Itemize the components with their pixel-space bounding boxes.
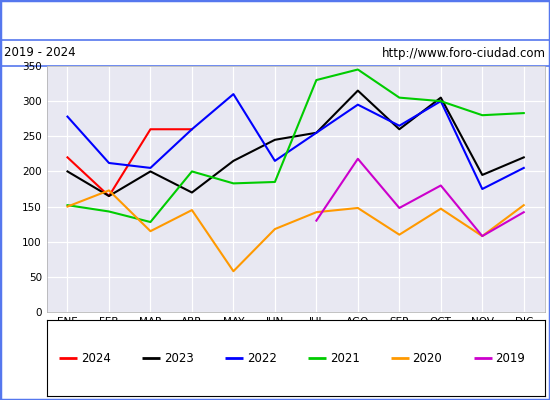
Text: Evolucion Nº Turistas Extranjeros en el municipio de Outeiro de Rei: Evolucion Nº Turistas Extranjeros en el … [43,13,507,27]
Text: 2021: 2021 [329,352,360,364]
Text: http://www.foro-ciudad.com: http://www.foro-ciudad.com [382,46,546,60]
Text: 2020: 2020 [412,352,442,364]
Text: 2022: 2022 [247,352,277,364]
Text: 2019: 2019 [496,352,525,364]
Text: 2023: 2023 [164,352,194,364]
Text: 2024: 2024 [81,352,111,364]
Text: 2019 - 2024: 2019 - 2024 [4,46,76,60]
